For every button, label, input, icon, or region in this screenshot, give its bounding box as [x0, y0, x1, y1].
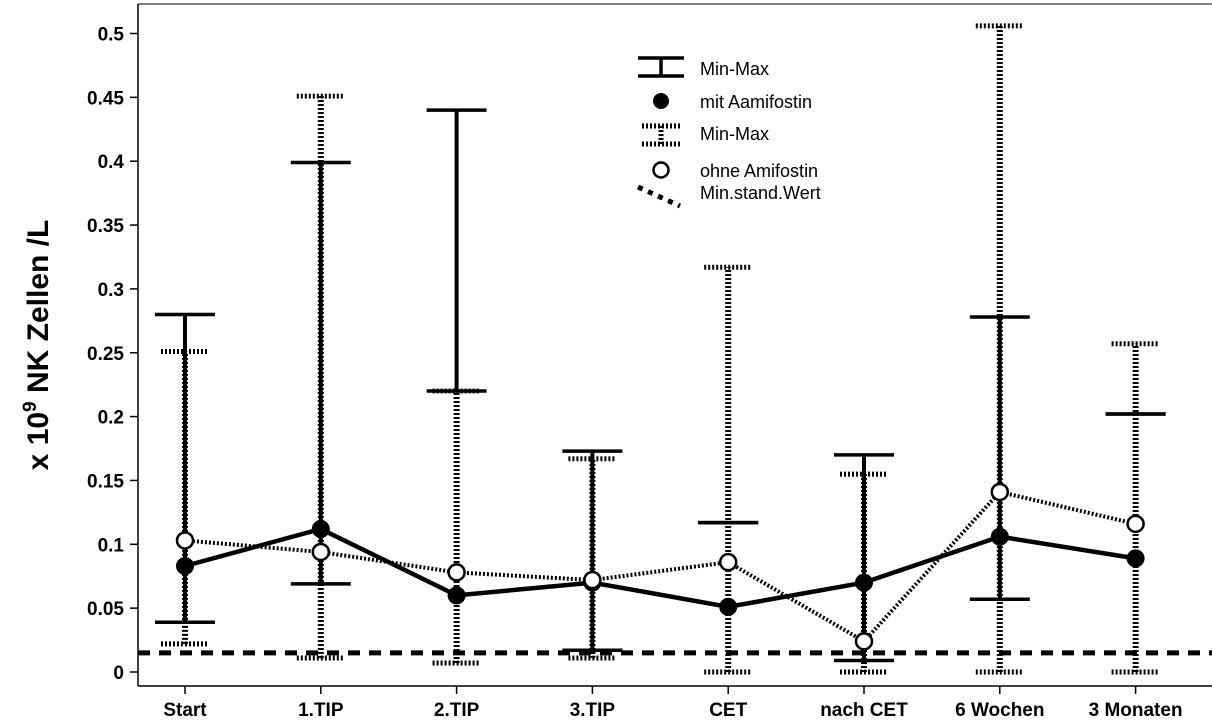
marker-mit-amifostin [719, 597, 738, 616]
marker-mit-amifostin [1126, 549, 1145, 568]
marker-ohne-amifostin [311, 542, 331, 562]
legend-label-min-max-2: Min-Max [700, 124, 769, 144]
series-markers [175, 482, 1145, 651]
y-axis-label-suffix: NK Zellen /L [22, 220, 55, 402]
x-tick-label: CET [709, 700, 747, 721]
y-tick-label: 0.25 [87, 344, 124, 365]
marker-ohne-amifostin [718, 552, 738, 572]
y-tick-label: 0.45 [87, 88, 124, 109]
legend-label-min-stand-wert: Min.stand.Wert [700, 183, 821, 203]
y-tick-label: 0.35 [87, 216, 124, 237]
x-tick-label: 1.TIP [298, 700, 344, 721]
y-tick-label: 0.1 [98, 535, 125, 556]
y-tick-label: 0.2 [98, 408, 124, 429]
x-tick-label: nach CET [820, 700, 908, 721]
marker-ohne-amifostin [175, 531, 195, 550]
legend-dashed-line-icon [636, 184, 682, 209]
legend: Min-Max mit Aamifostin Min-Max ohne Amif… [636, 56, 821, 209]
y-axis-label-exponent: 9 [20, 401, 41, 412]
y-tick-label: 0.15 [87, 471, 124, 492]
series-line-0 [184, 526, 1136, 610]
marker-mit-amifostin [311, 519, 330, 538]
y-tick-label: 0.05 [87, 599, 124, 620]
x-tick-label: 2.TIP [434, 700, 480, 721]
marker-ohne-amifostin [854, 632, 874, 651]
x-tick-label: 3.TIP [570, 700, 616, 721]
x-tick-label: 3 Monaten [1089, 700, 1183, 721]
legend-label-mit-aamifostin: mit Aamifostin [700, 92, 812, 112]
y-axis-label-prefix: x 10 [22, 412, 55, 470]
plot-frame [137, 3, 1212, 687]
y-ticks: 0 0.05 0.1 0.15 0.2 0.25 0.3 0.35 0.4 0.45 0.5 [87, 25, 138, 684]
marker-mit-amifostin [176, 557, 194, 576]
legend-label-ohne-amifostin: ohne Amifostin [700, 161, 818, 181]
marker-mit-amifostin [855, 573, 873, 592]
marker-ohne-amifostin [447, 563, 466, 582]
legend-label-min-max-1: Min-Max [700, 59, 769, 79]
series-line-1 [184, 489, 1137, 644]
y-tick-label: 0 [113, 663, 124, 684]
marker-ohne-amifostin [990, 482, 1010, 502]
legend-open-circle-icon [652, 161, 670, 179]
y-tick-label: 0.3 [98, 280, 124, 301]
x-tick-label: 6 Wochen [955, 700, 1044, 721]
marker-mit-amifostin [447, 586, 466, 605]
error-bars [155, 23, 1166, 675]
y-tick-label: 0.4 [98, 152, 125, 173]
legend-filled-circle-icon [653, 93, 669, 109]
y-axis-label: x 109 NK Zellen /L [20, 220, 55, 471]
x-ticks: Start 1.TIP 2.TIP 3.TIP CET nach CET 6 Wochen 3… [163, 686, 1183, 721]
marker-ohne-amifostin [1126, 514, 1145, 534]
x-tick-label: Start [163, 700, 207, 721]
marker-ohne-amifostin [583, 570, 602, 590]
marker-mit-amifostin [990, 527, 1009, 546]
series-lines [184, 489, 1137, 644]
y-tick-label: 0.5 [98, 25, 125, 46]
